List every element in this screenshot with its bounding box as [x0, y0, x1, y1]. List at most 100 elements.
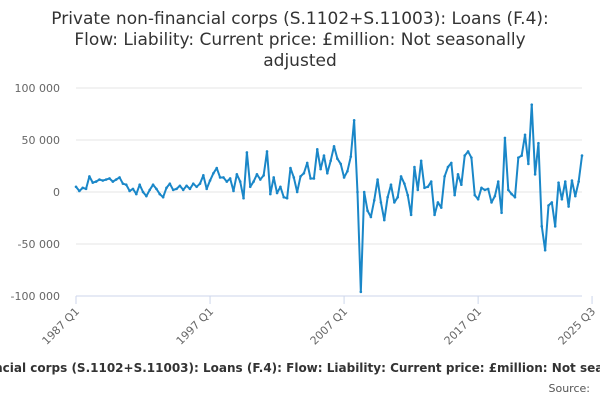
data-point[interactable] [369, 215, 373, 219]
data-point[interactable] [74, 185, 78, 189]
data-point[interactable] [356, 190, 359, 194]
data-point[interactable] [312, 177, 316, 180]
data-point[interactable] [181, 188, 185, 192]
data-point[interactable] [289, 166, 292, 170]
data-point[interactable] [506, 188, 510, 192]
data-point[interactable] [493, 194, 497, 198]
data-point[interactable] [104, 178, 108, 181]
data-point[interactable] [409, 213, 413, 217]
data-point[interactable] [111, 180, 115, 183]
data-point[interactable] [326, 171, 329, 175]
data-point[interactable] [563, 180, 567, 183]
data-point[interactable] [225, 180, 229, 183]
data-point[interactable] [265, 150, 269, 153]
data-point[interactable] [580, 154, 584, 157]
data-point[interactable] [215, 166, 219, 170]
data-point[interactable] [396, 195, 400, 199]
data-point[interactable] [386, 195, 389, 199]
data-point[interactable] [309, 177, 312, 180]
data-point[interactable] [567, 205, 570, 208]
data-point[interactable] [423, 186, 426, 190]
data-point[interactable] [413, 165, 416, 169]
data-point[interactable] [124, 183, 128, 187]
data-point[interactable] [168, 182, 172, 185]
data-point[interactable] [550, 201, 554, 204]
data-point[interactable] [393, 201, 396, 204]
data-point[interactable] [141, 190, 145, 194]
data-point[interactable] [339, 162, 343, 166]
data-point[interactable] [480, 186, 483, 190]
data-point[interactable] [450, 161, 453, 165]
data-point[interactable] [336, 157, 339, 161]
data-point[interactable] [436, 201, 440, 204]
data-point[interactable] [332, 144, 336, 148]
data-point[interactable] [101, 179, 105, 182]
data-point[interactable] [533, 173, 537, 176]
data-point[interactable] [255, 173, 259, 176]
data-point[interactable] [88, 175, 91, 178]
data-point[interactable] [379, 201, 383, 204]
data-point[interactable] [171, 188, 175, 192]
data-point[interactable] [577, 180, 580, 183]
data-point[interactable] [161, 195, 165, 199]
data-point[interactable] [78, 189, 81, 193]
data-point[interactable] [131, 187, 135, 191]
data-point[interactable] [473, 193, 477, 197]
data-point[interactable] [456, 173, 460, 176]
data-point[interactable] [252, 180, 255, 183]
legend[interactable]: Private non-financial corps (S.1102+S.11… [0, 361, 600, 375]
data-point[interactable] [145, 194, 148, 198]
data-point[interactable] [84, 187, 88, 191]
data-point[interactable] [570, 179, 574, 182]
data-point[interactable] [527, 162, 530, 166]
data-point[interactable] [121, 182, 125, 185]
data-point[interactable] [446, 165, 450, 169]
data-point[interactable] [205, 187, 208, 191]
data-point[interactable] [453, 193, 456, 197]
data-point[interactable] [128, 189, 131, 193]
data-point[interactable] [476, 197, 480, 201]
data-point[interactable] [81, 186, 84, 190]
data-point[interactable] [517, 156, 520, 159]
data-point[interactable] [188, 187, 192, 191]
data-point[interactable] [91, 181, 95, 184]
data-point[interactable] [419, 159, 423, 163]
data-point[interactable] [245, 151, 249, 154]
data-point[interactable] [496, 180, 500, 183]
data-point[interactable] [292, 176, 296, 179]
data-point[interactable] [486, 187, 490, 191]
data-point[interactable] [202, 174, 205, 177]
data-point[interactable] [389, 183, 393, 187]
data-point[interactable] [520, 154, 523, 157]
data-point[interactable] [305, 161, 309, 165]
data-point[interactable] [198, 182, 202, 185]
data-point[interactable] [242, 196, 245, 200]
data-point[interactable] [376, 178, 379, 181]
data-point[interactable] [299, 175, 302, 178]
data-point[interactable] [513, 195, 517, 199]
data-point[interactable] [319, 167, 322, 171]
data-point[interactable] [406, 193, 410, 197]
data-point[interactable] [372, 199, 376, 202]
data-point[interactable] [483, 188, 487, 192]
data-point[interactable] [557, 181, 560, 184]
data-point[interactable] [346, 169, 349, 173]
data-point[interactable] [433, 213, 436, 217]
data-point[interactable] [275, 191, 279, 195]
data-point[interactable] [547, 204, 550, 207]
data-point[interactable] [235, 173, 239, 176]
data-point[interactable] [279, 185, 282, 189]
data-point[interactable] [443, 175, 446, 178]
data-point[interactable] [416, 188, 420, 192]
data-point[interactable] [282, 195, 286, 199]
data-point[interactable] [463, 154, 467, 157]
data-point[interactable] [259, 178, 262, 181]
data-point[interactable] [295, 190, 299, 194]
data-point[interactable] [94, 180, 98, 183]
data-point[interactable] [98, 178, 101, 181]
data-point[interactable] [151, 183, 155, 187]
data-point[interactable] [329, 159, 332, 163]
data-point[interactable] [399, 175, 403, 178]
data-point[interactable] [178, 184, 182, 188]
data-point[interactable] [285, 196, 289, 200]
